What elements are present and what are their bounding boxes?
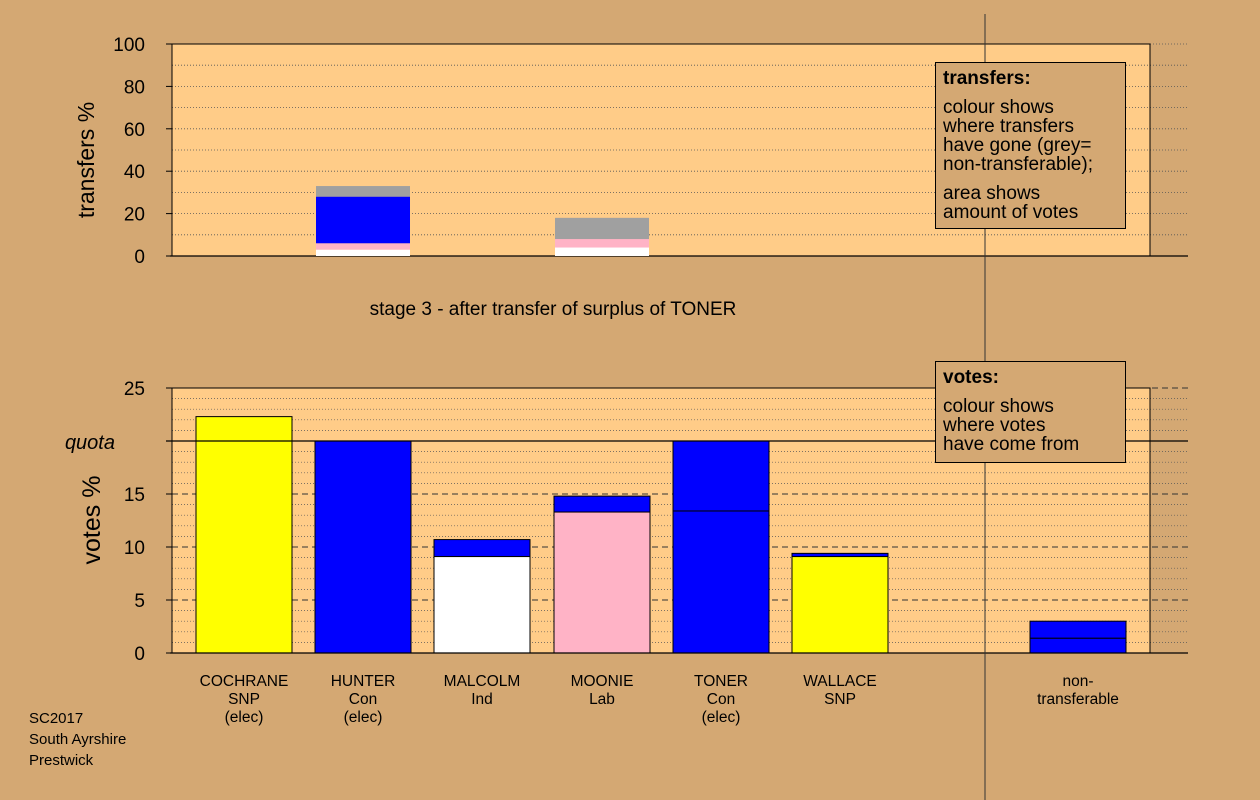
candidate-party-label: Con	[707, 691, 735, 708]
votes-y-tick-label: 25	[124, 379, 145, 400]
vote-bar-segment	[791, 556, 889, 654]
vote-bar-segment	[672, 510, 770, 654]
vote-bar-segment	[791, 552, 889, 558]
candidate-name-label: HUNTER	[331, 673, 396, 690]
candidate-status-label: (elec)	[225, 709, 264, 726]
votes-legend-line: colour shows	[943, 396, 1054, 417]
transfer-bar-segment	[316, 249, 410, 256]
votes-legend-line: have come from	[943, 434, 1080, 455]
candidate-party-label: Lab	[589, 691, 615, 708]
footer-info: SC2017 South Ayrshire Prestwick	[29, 708, 126, 771]
transfers-y-axis-label: transfers %	[73, 102, 99, 218]
transfers-legend-line: colour shows	[943, 97, 1054, 118]
transfers-legend-line: have gone (grey=	[943, 135, 1092, 156]
stage-subtitle: stage 3 - after transfer of surplus of T…	[370, 299, 737, 320]
transfers-legend-line: where transfers	[943, 116, 1074, 137]
footer-council: South Ayrshire	[29, 731, 127, 748]
transfers-legend: transfers: colour shows where transfers …	[935, 62, 1126, 229]
vote-bar-segment	[553, 511, 651, 654]
transfers-legend-line: amount of votes	[943, 202, 1079, 223]
transfers-legend-line: non-transferable);	[943, 154, 1093, 175]
vote-bar-segment	[195, 416, 293, 654]
transfers-y-tick-label: 20	[124, 205, 145, 226]
candidate-name-label: WALLACE	[803, 673, 877, 690]
transfers-y-tick-label: 100	[113, 35, 145, 56]
candidate-name-label: TONER	[694, 673, 748, 690]
transfers-y-tick-label: 60	[124, 120, 145, 141]
votes-legend: votes: colour shows where votes have com…	[935, 361, 1126, 463]
votes-legend-title: votes:	[943, 367, 999, 388]
votes-legend-line: where votes	[943, 415, 1046, 436]
transfer-bar-segment	[555, 239, 649, 248]
candidate-party-label: Ind	[471, 691, 493, 708]
transfers-legend-line: area shows	[943, 183, 1041, 204]
transfer-bar-segment	[316, 243, 410, 250]
non-transferable-bar-segment	[1029, 637, 1127, 654]
transfer-bar-segment	[555, 247, 649, 256]
footer-ward: Prestwick	[29, 752, 94, 769]
candidate-status-label: (elec)	[344, 709, 383, 726]
non-transferable-bar-segment	[1029, 620, 1127, 639]
non-transferable-label: transferable	[1037, 691, 1119, 708]
transfer-bar-segment	[555, 217, 649, 240]
transfers-y-tick-label: 40	[124, 162, 145, 183]
vote-bar-segment	[553, 495, 651, 513]
candidate-name-label: MALCOLM	[444, 673, 521, 690]
votes-y-axis-label: votes %	[78, 476, 106, 565]
votes-y-tick-label: 10	[124, 538, 145, 559]
transfer-bar-segment	[316, 196, 410, 244]
candidate-party-label: Con	[349, 691, 377, 708]
transfer-bar-segment	[316, 186, 410, 197]
vote-bar-segment	[433, 539, 531, 558]
quota-label: quota	[65, 432, 115, 454]
candidate-name-label: MOONIE	[571, 673, 634, 690]
votes-y-tick-label: 5	[134, 591, 145, 612]
transfers-y-tick-label: 80	[124, 77, 145, 98]
vote-bar-segment	[672, 440, 770, 512]
transfers-legend-title: transfers:	[943, 68, 1031, 89]
candidate-name-label: COCHRANE	[200, 673, 289, 690]
transfers-y-tick-label: 0	[134, 247, 145, 268]
vote-bar-segment	[433, 556, 531, 654]
candidate-status-label: (elec)	[702, 709, 741, 726]
footer-election: SC2017	[29, 710, 84, 727]
candidate-party-label: SNP	[824, 691, 856, 708]
votes-y-tick-label: 15	[124, 485, 145, 506]
candidate-party-label: SNP	[228, 691, 260, 708]
votes-y-tick-label: 0	[134, 644, 145, 665]
vote-bar-segment	[314, 440, 412, 654]
non-transferable-label: non-	[1062, 673, 1093, 690]
